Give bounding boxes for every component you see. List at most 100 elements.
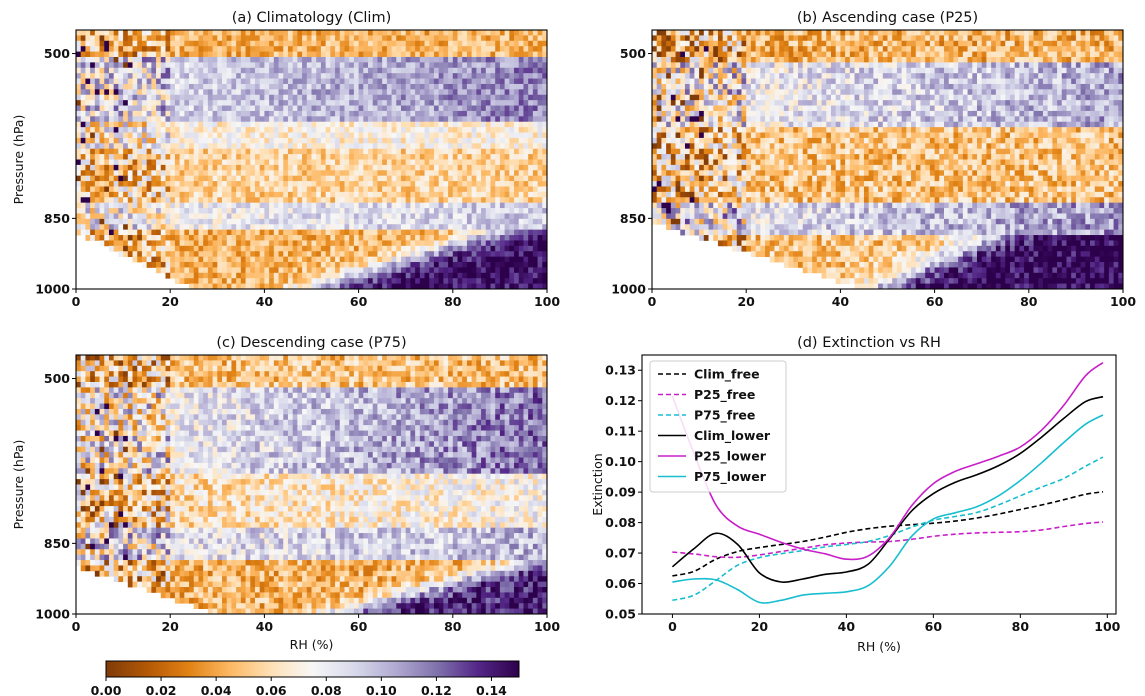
heatmap-cell xyxy=(141,143,148,150)
heatmap-cell xyxy=(184,272,190,279)
heatmap-cell xyxy=(1028,30,1034,36)
heatmap-cell xyxy=(717,35,724,42)
heatmap-cell xyxy=(269,213,275,220)
heatmap-cell xyxy=(415,51,421,58)
heatmap-cell xyxy=(198,40,204,47)
heatmap-cell xyxy=(156,78,162,85)
heatmap-cell xyxy=(292,137,298,144)
heatmap-cell xyxy=(311,73,317,79)
heatmap-cell xyxy=(391,181,397,187)
heatmap-cell xyxy=(76,224,82,231)
heatmap-cell xyxy=(368,83,374,90)
heatmap-cell xyxy=(415,235,421,241)
heatmap-cell xyxy=(151,262,157,268)
heatmap-cell xyxy=(760,40,766,47)
heatmap-cell xyxy=(415,267,421,274)
heatmap-cell xyxy=(415,213,421,220)
heatmap-cell xyxy=(466,94,473,101)
heatmap-cell xyxy=(509,132,515,139)
heatmap-cell xyxy=(146,164,152,171)
heatmap-cell xyxy=(377,283,383,290)
heatmap-cell xyxy=(137,143,143,150)
heatmap-cell xyxy=(254,73,261,79)
heatmap-cell xyxy=(156,159,162,166)
heatmap-cell xyxy=(198,127,204,133)
heatmap-cell xyxy=(400,127,407,133)
heatmap-cell xyxy=(236,278,242,285)
heatmap-cell xyxy=(108,148,115,155)
heatmap-cell xyxy=(198,202,204,209)
heatmap-cell xyxy=(259,67,265,74)
heatmap-cell xyxy=(457,30,463,36)
heatmap-cell xyxy=(518,35,524,42)
heatmap-cell xyxy=(170,202,176,209)
heatmap-cell xyxy=(90,51,96,58)
heatmap-cell xyxy=(755,40,761,47)
heatmap-cell xyxy=(278,35,284,42)
heatmap-cell xyxy=(90,224,96,231)
heatmap-cell xyxy=(466,78,473,85)
heatmap-cell xyxy=(104,229,110,236)
heatmap-cell xyxy=(429,164,435,171)
heatmap-cell xyxy=(311,251,317,258)
heatmap-cell xyxy=(400,89,407,96)
heatmap-cell xyxy=(448,164,454,171)
heatmap-cell xyxy=(424,186,430,193)
heatmap-cell xyxy=(165,148,171,155)
heatmap-cell xyxy=(330,224,336,231)
heatmap-cell xyxy=(179,73,185,79)
heatmap-cell xyxy=(471,262,477,268)
heatmap-cell xyxy=(391,229,397,236)
heatmap-cell xyxy=(433,262,440,268)
heatmap-cell xyxy=(292,240,298,247)
heatmap-cell xyxy=(85,127,91,133)
heatmap-cell xyxy=(462,154,468,160)
heatmap-cell xyxy=(250,116,256,123)
heatmap-cell xyxy=(462,235,468,241)
heatmap-cell xyxy=(386,137,392,144)
heatmap-cell xyxy=(499,148,506,155)
heatmap-cell xyxy=(344,110,350,117)
heatmap-cell xyxy=(160,35,166,42)
heatmap-cell xyxy=(339,148,345,155)
heatmap-cell xyxy=(523,159,529,166)
heatmap-cell xyxy=(457,229,463,236)
heatmap-cell xyxy=(349,197,355,204)
heatmap-cell xyxy=(448,208,454,214)
heatmap-cell xyxy=(259,191,265,198)
heatmap-cell xyxy=(226,283,232,290)
heatmap-cell xyxy=(415,121,421,128)
heatmap-cell xyxy=(104,62,110,69)
heatmap-cell xyxy=(339,121,345,128)
heatmap-cell xyxy=(353,197,359,204)
heatmap-cell xyxy=(156,240,162,247)
heatmap-cell xyxy=(892,30,898,36)
heatmap-cell xyxy=(137,105,143,112)
heatmap-cell xyxy=(363,51,369,58)
heatmap-cell xyxy=(353,229,359,236)
heatmap-cell xyxy=(509,51,515,58)
heatmap-cell xyxy=(292,110,298,117)
heatmap-cell xyxy=(259,267,265,274)
heatmap-cell xyxy=(419,235,425,241)
heatmap-cell xyxy=(363,78,369,85)
heatmap-cell xyxy=(377,272,383,279)
heatmap-cell xyxy=(481,62,487,69)
heatmap-cell xyxy=(297,224,303,231)
heatmap-cell xyxy=(85,62,91,69)
heatmap-cell xyxy=(259,100,265,106)
heatmap-cell xyxy=(254,132,261,139)
heatmap-cell xyxy=(108,159,115,166)
heatmap-cell xyxy=(302,105,308,112)
heatmap-cell xyxy=(325,262,331,268)
heatmap-cell xyxy=(901,40,907,47)
heatmap-cell xyxy=(490,191,496,198)
heatmap-cell xyxy=(400,224,407,231)
heatmap-cell xyxy=(297,170,303,177)
heatmap-cell xyxy=(207,181,213,187)
heatmap-cell xyxy=(80,110,86,117)
heatmap-cell xyxy=(400,208,407,214)
heatmap-cell xyxy=(537,94,543,101)
heatmap-cell xyxy=(184,224,190,231)
heatmap-cell xyxy=(217,224,223,231)
